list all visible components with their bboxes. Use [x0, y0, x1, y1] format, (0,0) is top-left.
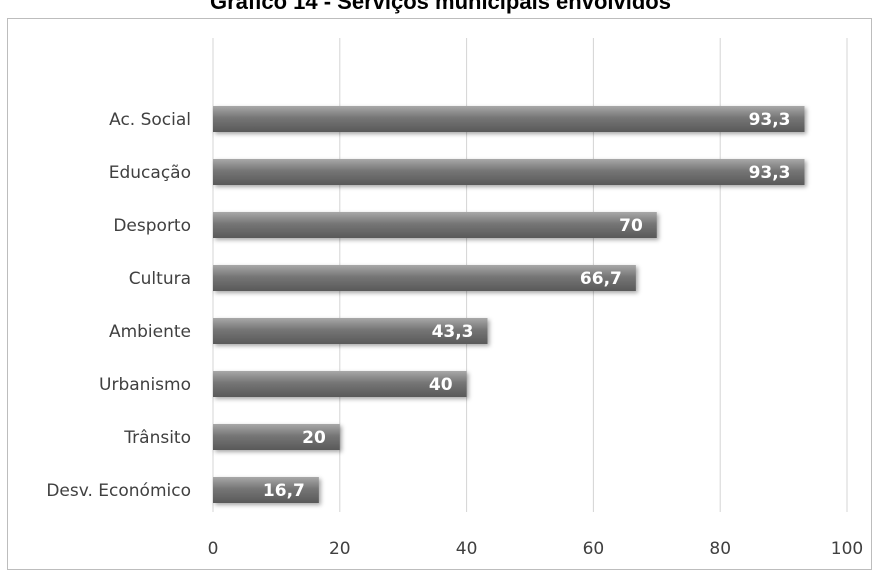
x-tick-label-20: 20 — [329, 539, 351, 559]
category-label-4: Ambiente — [109, 322, 191, 342]
data-label-2: 70 — [619, 216, 643, 236]
x-tick-label-60: 60 — [583, 539, 605, 559]
category-label-6: Trânsito — [123, 428, 191, 448]
category-label-1: Educação — [109, 163, 191, 183]
bar-0 — [213, 106, 805, 132]
data-label-4: 43,3 — [432, 322, 474, 342]
x-tick-label-0: 0 — [208, 539, 219, 559]
x-tick-label-100: 100 — [831, 539, 863, 559]
data-label-0: 93,3 — [749, 110, 791, 130]
x-tick-label-40: 40 — [456, 539, 478, 559]
data-label-3: 66,7 — [580, 269, 622, 289]
bar-5 — [213, 371, 467, 397]
data-label-5: 40 — [429, 375, 453, 395]
bar-6 — [213, 424, 340, 450]
category-label-2: Desporto — [113, 216, 191, 236]
bar-2 — [213, 212, 657, 238]
category-label-0: Ac. Social — [109, 110, 191, 130]
bar-4 — [213, 318, 488, 344]
data-label-1: 93,3 — [749, 163, 791, 183]
data-label-7: 16,7 — [263, 481, 305, 501]
category-label-5: Urbanismo — [99, 375, 191, 395]
category-label-7: Desv. Económico — [46, 481, 191, 501]
bar-1 — [213, 159, 805, 185]
data-label-6: 20 — [302, 428, 326, 448]
chart-title: Gráfico 14 - Serviços municipais envolvi… — [210, 0, 671, 14]
category-label-3: Cultura — [129, 269, 191, 289]
bar-7 — [213, 477, 319, 503]
x-tick-label-80: 80 — [709, 539, 731, 559]
bar-3 — [213, 265, 636, 291]
